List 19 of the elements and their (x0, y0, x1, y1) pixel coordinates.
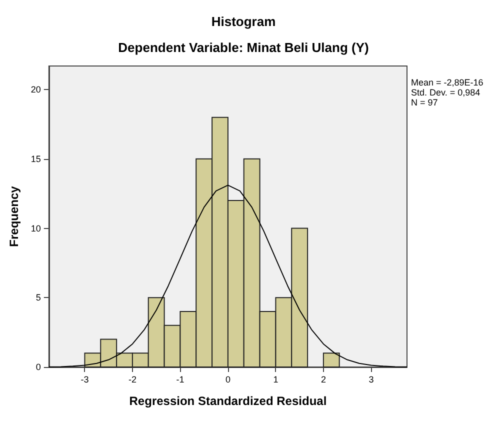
text: Mean = -2,89E-16 (411, 78, 484, 88)
y-tick-label: 15 (30, 154, 41, 164)
y-tick-label: 10 (30, 223, 41, 234)
chart-title: Histogram (211, 14, 276, 29)
y-axis-title: Frequency (7, 186, 21, 247)
x-axis-title: Regression Standardized Residual (129, 394, 327, 408)
x-tick-label: 0 (225, 374, 230, 384)
x-tick-label: -1 (176, 374, 184, 384)
x-tick-label: -3 (80, 374, 89, 384)
y-tick-label: 5 (36, 292, 41, 303)
x-tick-label: 1 (273, 374, 278, 384)
y-tick-label: 0 (36, 362, 41, 372)
text: Std. Dev. = 0,984 (411, 88, 480, 98)
x-tick-label: 3 (368, 374, 374, 384)
chart-subtitle: Dependent Variable: Minat Beli Ulang (Y) (118, 40, 369, 55)
x-tick-label: 2 (320, 374, 326, 384)
y-tick-label: 20 (30, 84, 41, 95)
x-tick-label: -2 (128, 374, 136, 384)
text: N = 97 (411, 98, 438, 108)
